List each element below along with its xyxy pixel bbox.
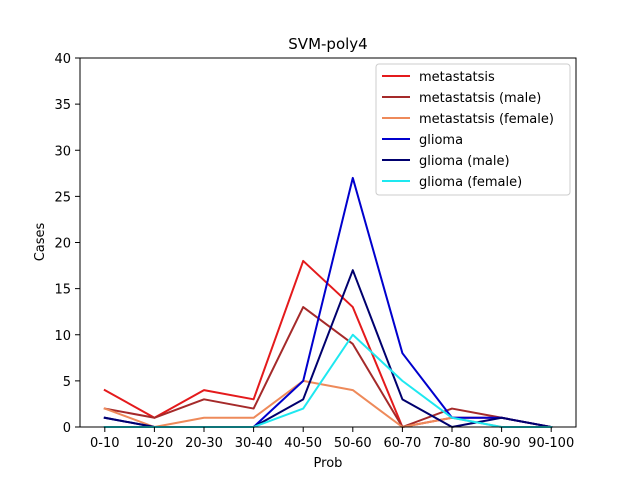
- x-tick-label: 90-100: [528, 436, 574, 451]
- x-tick-label: 20-30: [185, 436, 223, 451]
- series-line-6: [103, 333, 553, 428]
- y-tick-label: 15: [54, 283, 71, 298]
- x-tick-label: 40-50: [284, 436, 322, 451]
- x-tick-label: 70-80: [433, 436, 471, 451]
- y-tick-label: 30: [54, 144, 71, 159]
- x-tick-label: 80-90: [483, 436, 521, 451]
- legend: metastatsis metastatsis (male) metastatsis…: [375, 63, 571, 196]
- x-axis-label: Prob: [314, 456, 343, 471]
- y-tick-label: 0: [63, 421, 71, 436]
- x-tick-label: 10-20: [136, 436, 174, 451]
- legend-label: metastatsis: [419, 70, 495, 85]
- y-axis-label: Cases: [33, 222, 48, 261]
- plot-area: [103, 176, 553, 429]
- y-tick-label: 10: [54, 329, 71, 344]
- y-tick-label: 5: [63, 375, 71, 390]
- legend-label: metastatsis (female): [419, 112, 554, 127]
- legend-label: glioma: [419, 133, 463, 148]
- x-tick-label: 60-70: [384, 436, 422, 451]
- legend-label: glioma (female): [419, 175, 522, 190]
- series-line-1: [103, 259, 553, 429]
- legend-box: [375, 63, 571, 196]
- y-tick-label: 40: [54, 52, 71, 67]
- series-line-5: [103, 269, 553, 429]
- series-line-4: [103, 176, 553, 429]
- series-line-2: [103, 306, 553, 429]
- axes: 0-10 10-20 20-30 30-40 40-50 50-60 60-70 70-80 8…: [54, 52, 577, 451]
- y-tick-label: 25: [54, 190, 71, 205]
- y-tick-label: 35: [54, 98, 71, 113]
- legend-label: glioma (male): [419, 154, 510, 169]
- y-tick-label: 20: [54, 237, 71, 252]
- legend-label: metastatsis (male): [419, 91, 541, 106]
- x-tick-label: 30-40: [235, 436, 273, 451]
- x-tick-label: 50-60: [334, 436, 372, 451]
- x-tick-label: 0-10: [90, 436, 120, 451]
- chart-title: SVM-poly4: [288, 35, 367, 53]
